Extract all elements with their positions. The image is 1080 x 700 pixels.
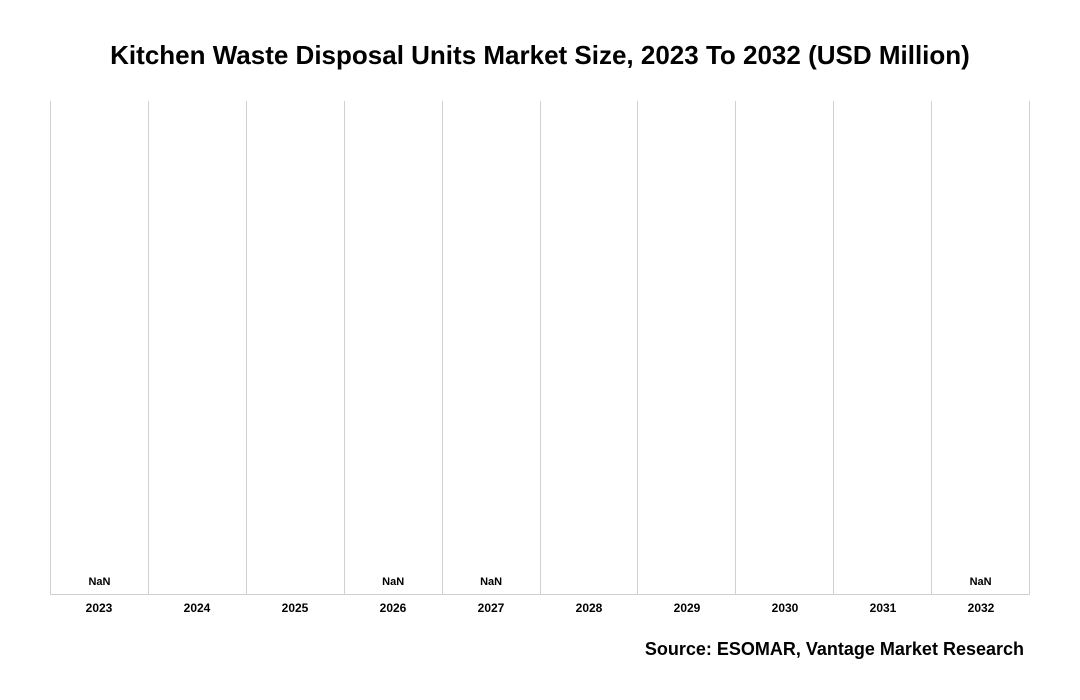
bar-col-7 <box>736 101 834 594</box>
x-tick-1: 2024 <box>148 601 246 615</box>
bar-col-2 <box>247 101 345 594</box>
bar-col-0: NaN <box>51 101 149 594</box>
bar-value-4: NaN <box>443 576 540 588</box>
x-tick-4: 2027 <box>442 601 540 615</box>
bar-value-0: NaN <box>51 576 148 588</box>
x-tick-9: 2032 <box>932 601 1030 615</box>
plot-wrapper: NaN NaN NaN <box>50 101 1030 615</box>
bar-col-9: NaN <box>932 101 1029 594</box>
bar-value-9: NaN <box>932 576 1029 588</box>
x-tick-7: 2030 <box>736 601 834 615</box>
bar-col-1 <box>149 101 247 594</box>
bar-col-8 <box>834 101 932 594</box>
chart-title: Kitchen Waste Disposal Units Market Size… <box>50 40 1030 71</box>
plot-area: NaN NaN NaN <box>50 101 1030 595</box>
bar-col-5 <box>541 101 639 594</box>
x-tick-0: 2023 <box>50 601 148 615</box>
x-tick-5: 2028 <box>540 601 638 615</box>
x-axis: 2023 2024 2025 2026 2027 2028 2029 2030 … <box>50 601 1030 615</box>
x-tick-6: 2029 <box>638 601 736 615</box>
bar-value-3: NaN <box>345 576 442 588</box>
x-tick-8: 2031 <box>834 601 932 615</box>
chart-container: Kitchen Waste Disposal Units Market Size… <box>0 0 1080 700</box>
bar-col-4: NaN <box>443 101 541 594</box>
bar-col-6 <box>638 101 736 594</box>
bar-col-3: NaN <box>345 101 443 594</box>
x-tick-3: 2026 <box>344 601 442 615</box>
x-tick-2: 2025 <box>246 601 344 615</box>
chart-source: Source: ESOMAR, Vantage Market Research <box>50 639 1030 660</box>
